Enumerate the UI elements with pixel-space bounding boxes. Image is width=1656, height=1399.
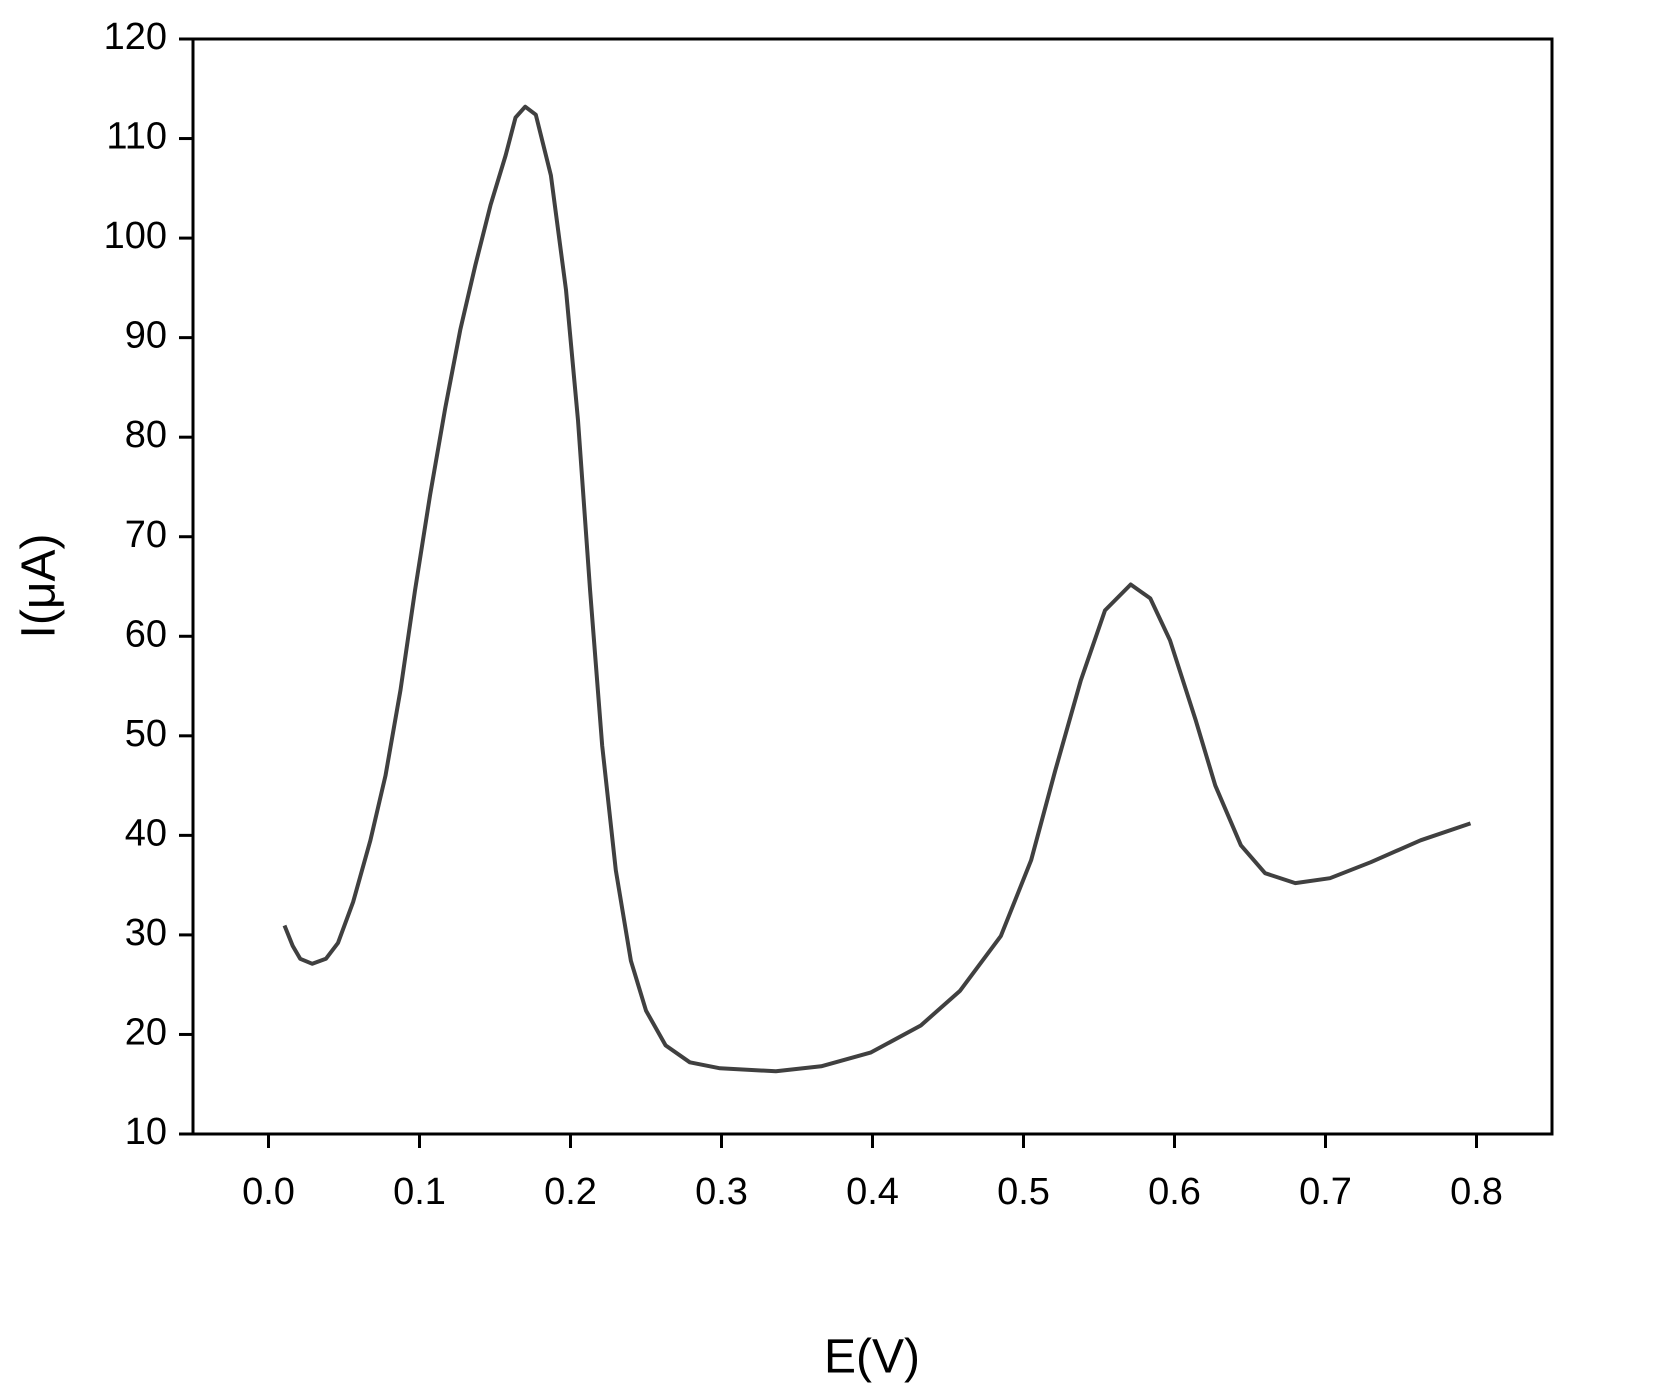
x-tick-label: 0.3: [695, 1171, 748, 1213]
y-tick-label: 30: [125, 912, 167, 954]
x-tick-label: 0.8: [1450, 1171, 1503, 1213]
y-tick-label: 70: [125, 514, 167, 556]
y-tick-label: 10: [125, 1111, 167, 1153]
plot-frame: [191, 37, 1554, 1136]
y-tick-label: 120: [104, 16, 167, 58]
y-tick-label: 100: [104, 215, 167, 257]
y-tick-label: 80: [125, 414, 167, 456]
data-line: [282, 104, 1472, 1074]
x-tick-label: 0.7: [1299, 1171, 1352, 1213]
x-tick-label: 0.2: [544, 1171, 597, 1213]
x-tick-label: 0.4: [846, 1171, 899, 1213]
y-axis-label: I(μA): [13, 534, 66, 639]
x-tick-label: 0.5: [997, 1171, 1050, 1213]
x-tick-label: 0.0: [242, 1171, 295, 1213]
x-tick-label: 0.1: [393, 1171, 446, 1213]
y-tick-label: 20: [125, 1011, 167, 1053]
x-tick-label: 0.6: [1148, 1171, 1201, 1213]
y-tick-label: 60: [125, 613, 167, 655]
y-tick-label: 110: [106, 116, 167, 158]
x-axis-label: E(V): [824, 1331, 920, 1384]
y-tick-label: 90: [125, 315, 167, 357]
y-tick-label: 50: [125, 713, 167, 755]
y-tick-label: 40: [125, 812, 167, 854]
